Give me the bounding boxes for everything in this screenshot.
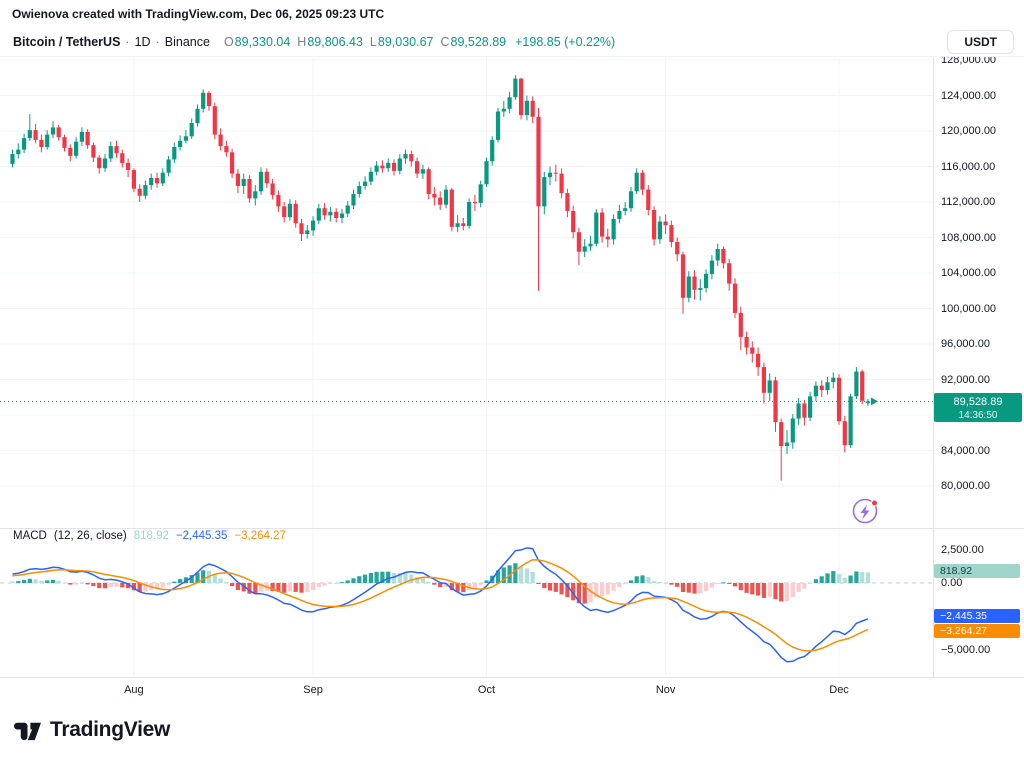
close-value: 89,528.89 <box>450 35 507 49</box>
low-label: L <box>369 35 377 49</box>
macd-line-value: −2,445.35 <box>175 530 228 542</box>
axis-tick: 104,000.00 <box>941 267 997 279</box>
axis-tick: 2,500.00 <box>941 543 984 556</box>
currency-button[interactable]: USDT <box>947 30 1014 54</box>
exchange-label: Binance <box>164 35 210 49</box>
axis-tick: 120,000.00 <box>941 125 997 137</box>
time-axis[interactable]: Aug Sep Oct Nov Dec <box>0 677 1024 704</box>
panel-separator[interactable] <box>0 528 1024 529</box>
price-axis[interactable]: 128,000.00 124,000.00 120,000.00 116,000.00… <box>933 54 1024 677</box>
separator-dot: · <box>125 35 130 49</box>
low-value: 89,030.67 <box>377 35 434 49</box>
axis-tick: 116,000.00 <box>941 160 996 173</box>
macd-signal-badge: −3,264.27 <box>934 623 1020 638</box>
separator-dot: · <box>155 35 160 49</box>
symbol-title[interactable]: Bitcoin / TetherUS <box>13 35 121 49</box>
axis-tick: −5,000.00 <box>941 643 991 656</box>
lightning-icon <box>852 498 878 524</box>
axis-tick: 100,000.00 <box>941 302 997 315</box>
axis-tick: 96,000.00 <box>941 338 990 350</box>
tradingview-logo[interactable]: TradingView <box>13 716 170 743</box>
axis-tick: 112,000.00 <box>941 196 996 208</box>
high-value: 89,806.43 <box>307 35 363 49</box>
month-label: Nov <box>655 684 676 696</box>
countdown-timer: 14:36:50 <box>958 410 998 422</box>
macd-histogram-badge: 818.92 <box>934 564 1020 579</box>
high-label: H <box>297 35 307 49</box>
macd-legend: MACD (12, 26, close) 818.92 −2,445.35 −3… <box>13 530 286 542</box>
axis-tick: 128,000.00 <box>941 54 997 66</box>
axis-tick: 80,000.00 <box>941 480 990 492</box>
axis-tick: 0.00 <box>941 577 963 589</box>
last-price-badge: 89,528.89 14:36:50 <box>934 393 1022 423</box>
month-label: Sep <box>303 684 323 696</box>
symbol-bar: Bitcoin / TetherUS · 1D · Binance O89,33… <box>0 28 1024 57</box>
ohlc-readout: O89,330.04 H89,806.43 L89,030.67 C89,528… <box>224 35 615 49</box>
macd-hist-value: 818.92 <box>133 530 169 542</box>
attribution-bar: Owienova created with TradingView.com, D… <box>0 0 1024 28</box>
tradingview-logo-text: TradingView <box>50 717 171 741</box>
open-label: O <box>223 35 234 49</box>
macd-params: (12, 26, close) <box>53 530 127 542</box>
open-value: 89,330.04 <box>234 35 291 49</box>
tradingview-logo-icon <box>14 722 41 741</box>
axis-tick: 84,000.00 <box>941 444 990 457</box>
macd-line-badge: −2,445.35 <box>934 608 1020 623</box>
change-value: +198.85 (+0.22%) <box>515 35 616 49</box>
axis-tick: 108,000.00 <box>941 231 997 244</box>
month-label: Dec <box>829 684 849 696</box>
last-price-value: 89,528.89 <box>953 396 1003 409</box>
lightning-button[interactable] <box>850 495 882 527</box>
month-label: Oct <box>477 684 496 696</box>
month-label: Aug <box>124 684 144 696</box>
macd-signal-value: −3,264.27 <box>234 530 286 542</box>
close-label: C <box>440 35 450 49</box>
interval-label[interactable]: 1D <box>134 35 151 49</box>
macd-title: MACD <box>13 530 47 542</box>
axis-tick: 92,000.00 <box>941 373 990 386</box>
axis-tick: 124,000.00 <box>941 89 997 102</box>
